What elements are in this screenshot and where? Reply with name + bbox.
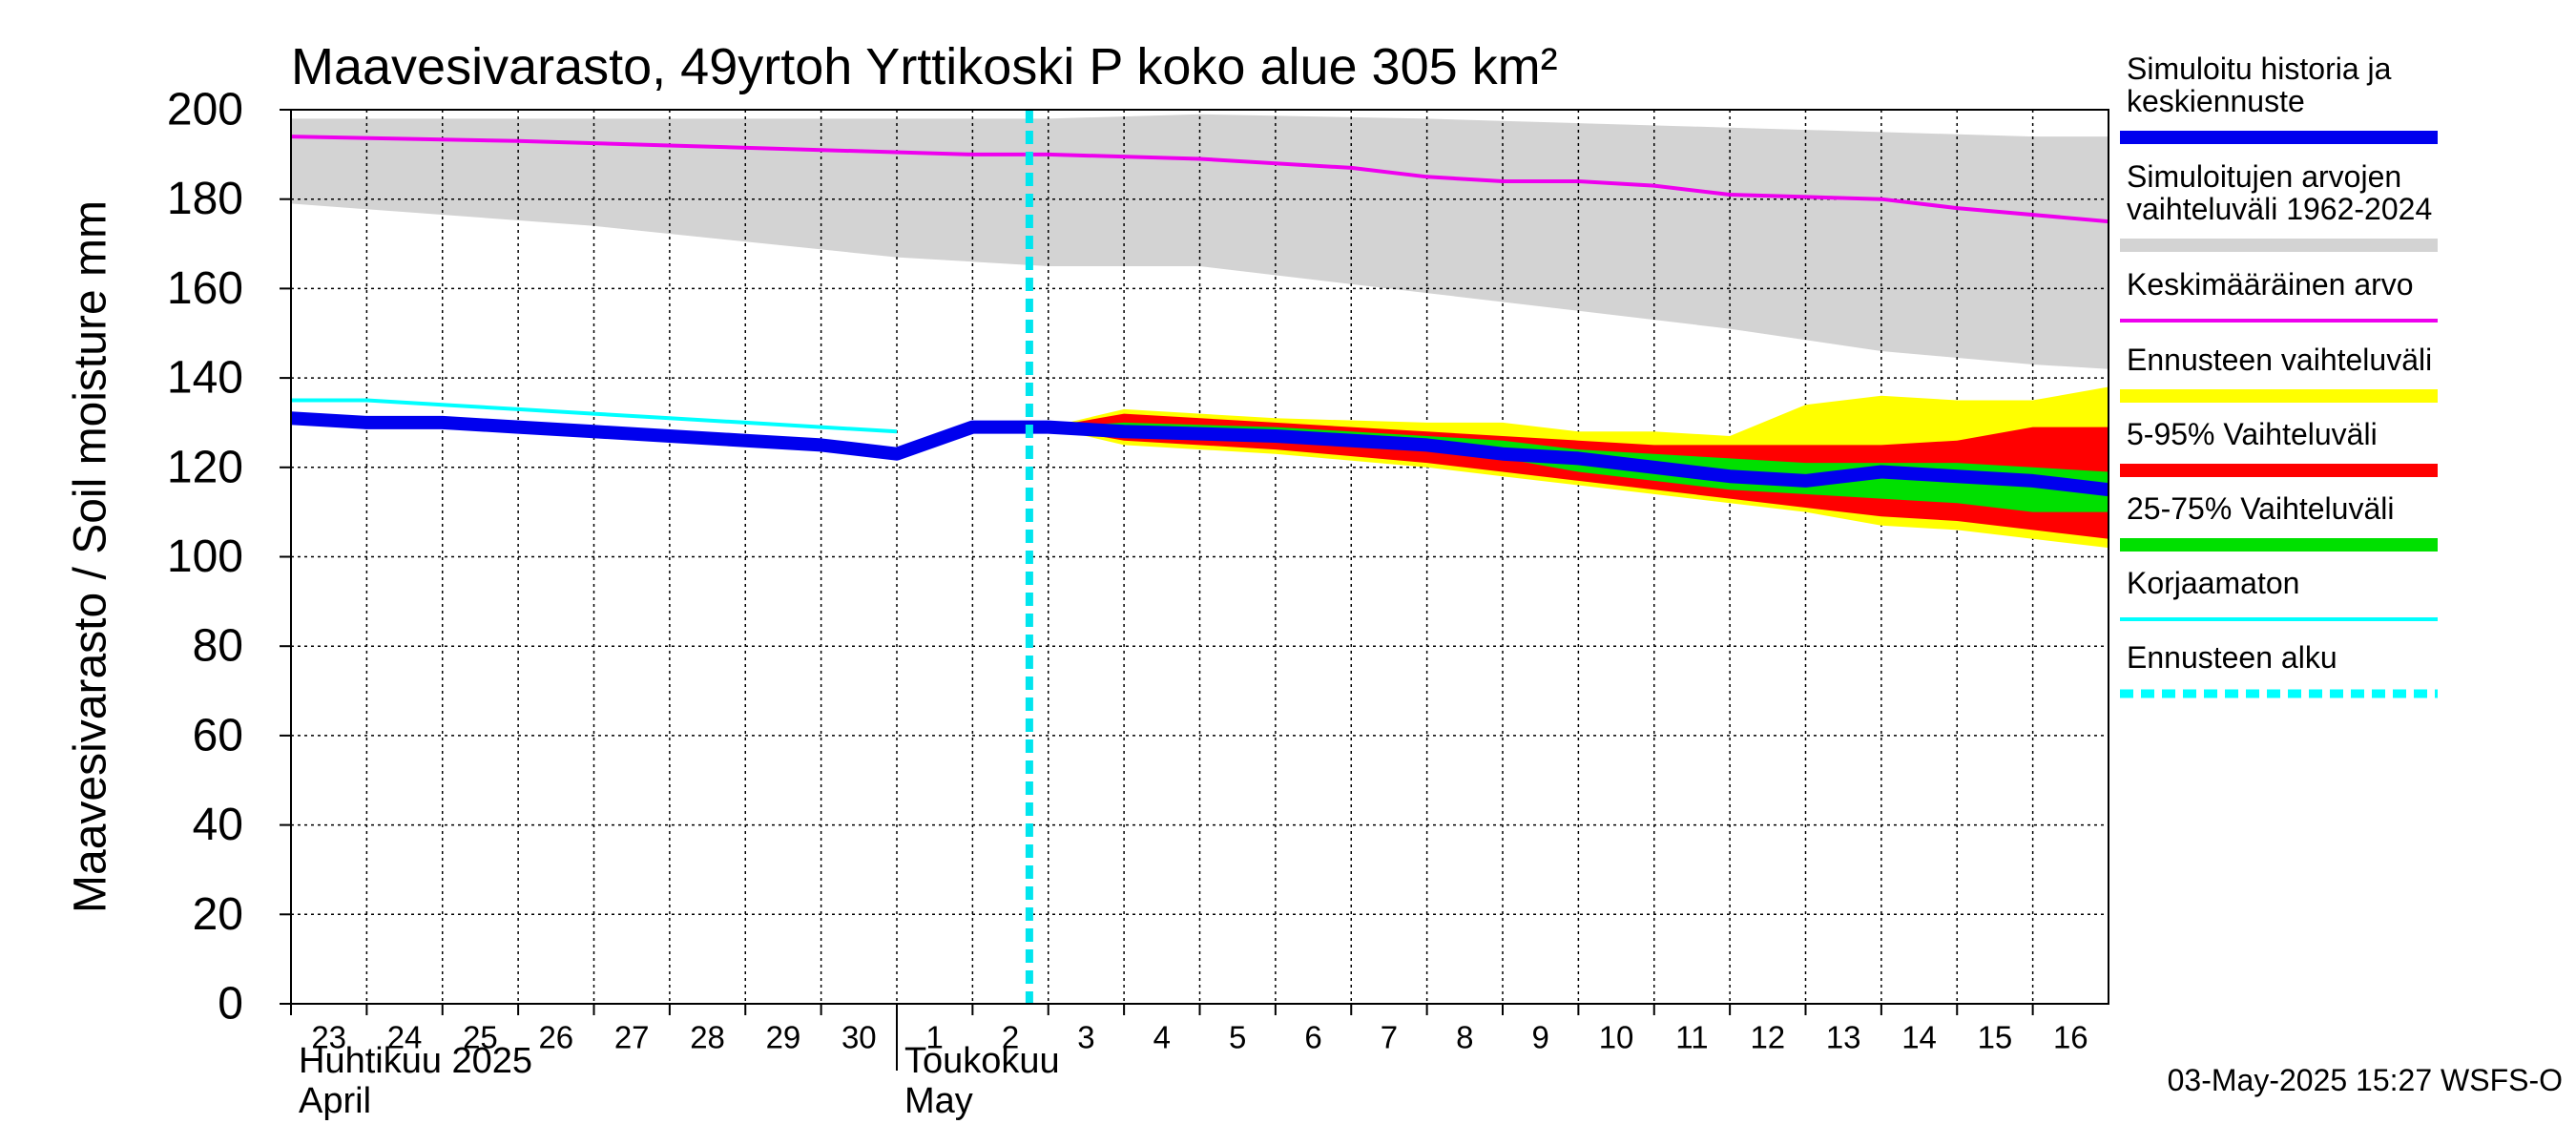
- y-tick-label: 0: [218, 979, 243, 1030]
- x-tick-label: 5: [1229, 1020, 1246, 1055]
- x-tick-label: 14: [1901, 1020, 1937, 1055]
- x-tick-label: 24: [387, 1020, 423, 1055]
- y-tick-label: 80: [193, 621, 243, 672]
- legend-label: 25-75% Vaihteluväli: [2127, 491, 2394, 526]
- x-tick-label: 27: [614, 1020, 650, 1055]
- month-label-fi: Toukokuu: [904, 1041, 1060, 1081]
- x-tick-label: 7: [1381, 1020, 1398, 1055]
- x-tick-label: 3: [1077, 1020, 1094, 1055]
- band-25-75: [1048, 422, 2109, 512]
- timestamp-footer: 03-May-2025 15:27 WSFS-O: [2168, 1063, 2563, 1097]
- x-tick-label: 6: [1304, 1020, 1321, 1055]
- y-tick-label: 140: [167, 353, 243, 404]
- y-tick-label: 120: [167, 442, 243, 492]
- x-tick-label: 25: [463, 1020, 498, 1055]
- month-label-fi: Huhtikuu 2025: [299, 1041, 532, 1081]
- x-tick-label: 26: [538, 1020, 573, 1055]
- x-tick-label: 12: [1750, 1020, 1785, 1055]
- y-tick-label: 100: [167, 531, 243, 582]
- y-axis-label: Maavesivarasto / Soil moisture mm: [66, 200, 116, 913]
- legend-label: keskiennuste: [2127, 84, 2305, 118]
- y-tick-label: 20: [193, 889, 243, 940]
- legend-label: Simuloitu historia ja: [2127, 52, 2392, 86]
- grid: [291, 110, 2109, 1004]
- legend-label: Ennusteen alku: [2127, 640, 2337, 675]
- y-tick-label: 60: [193, 710, 243, 760]
- legend-label: Simuloitujen arvojen: [2127, 159, 2401, 194]
- x-tick-label: 16: [2053, 1020, 2088, 1055]
- x-tick-label: 11: [1675, 1020, 1708, 1055]
- legend-label: Korjaamaton: [2127, 566, 2299, 600]
- x-tick-label: 9: [1532, 1020, 1549, 1055]
- x-tick-label: 10: [1599, 1020, 1634, 1055]
- mean-value-line: [290, 135, 2109, 224]
- x-tick-label: 2: [1002, 1020, 1019, 1055]
- x-tick-label: 4: [1153, 1020, 1171, 1055]
- x-tick-label: 23: [311, 1020, 346, 1055]
- simulated-history-forecast-line: [290, 411, 2109, 497]
- legend-label: Keskimääräinen arvo: [2127, 267, 2414, 302]
- legend-label: 5-95% Vaihteluväli: [2127, 417, 2378, 451]
- month-label-en: May: [904, 1081, 973, 1121]
- y-tick-label: 180: [167, 174, 243, 224]
- band-5-95: [1048, 413, 2109, 539]
- x-tick-label: 13: [1826, 1020, 1861, 1055]
- x-tick-label: 1: [926, 1020, 944, 1055]
- x-tick-label: 15: [1978, 1020, 2013, 1055]
- x-tick-label: 29: [766, 1020, 801, 1055]
- legend-label: Ennusteen vaihteluväli: [2127, 343, 2432, 377]
- y-tick-label: 40: [193, 800, 243, 850]
- y-tick-label: 160: [167, 263, 243, 314]
- x-tick-label: 28: [690, 1020, 725, 1055]
- y-tick-label: 200: [167, 85, 243, 135]
- uncorrected-line: [291, 398, 898, 434]
- month-label-en: April: [299, 1081, 371, 1121]
- legend-label: vaihteluväli 1962-2024: [2127, 192, 2432, 226]
- x-tick-label: 8: [1456, 1020, 1473, 1055]
- x-tick-label: 30: [841, 1020, 877, 1055]
- chart-title: Maavesivarasto, 49yrtoh Yrttikoski P kok…: [291, 38, 1558, 95]
